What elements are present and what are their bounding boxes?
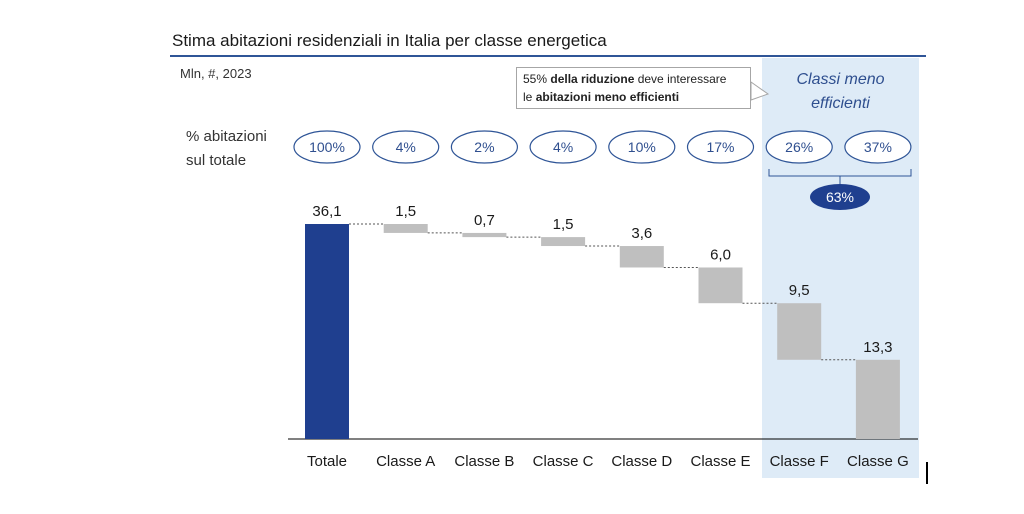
value-label: 9,5 bbox=[789, 282, 810, 299]
percent-value: 2% bbox=[474, 139, 494, 155]
value-label: 6,0 bbox=[710, 246, 731, 263]
category-label: Classe C bbox=[533, 453, 594, 470]
callout-line1: 55% della riduzione deve interessare bbox=[523, 70, 744, 88]
bar-total bbox=[305, 224, 349, 439]
value-label: 13,3 bbox=[863, 339, 892, 356]
percent-row-label: % abitazioni sul totale bbox=[186, 125, 267, 173]
percent-pill bbox=[844, 130, 912, 164]
percent-value: 100% bbox=[309, 139, 345, 155]
chart-title: Stima abitazioni residenziali in Italia … bbox=[172, 31, 607, 50]
group-total-pill bbox=[810, 184, 870, 210]
category-label: Classe A bbox=[376, 453, 435, 470]
value-label: 0,7 bbox=[474, 212, 495, 229]
callout-box: 55% della riduzione deve interessare le … bbox=[516, 67, 751, 109]
percent-value: 4% bbox=[396, 139, 416, 155]
bar-step bbox=[619, 246, 664, 268]
value-label: 1,5 bbox=[395, 203, 416, 220]
callout-bold: della riduzione bbox=[550, 72, 635, 86]
bar-step bbox=[383, 224, 428, 233]
title-rule bbox=[170, 55, 926, 57]
percent-pill bbox=[529, 130, 597, 164]
percent-row-label-line1: % abitazioni bbox=[186, 128, 267, 145]
value-label: 36,1 bbox=[312, 203, 341, 220]
callout-pointer bbox=[750, 81, 770, 101]
bar-step bbox=[855, 359, 900, 439]
value-label: 3,6 bbox=[631, 225, 652, 242]
group-total-value: 63% bbox=[826, 189, 854, 205]
category-label: Totale bbox=[307, 453, 347, 470]
bar-step bbox=[541, 237, 586, 247]
value-label: 1,5 bbox=[553, 216, 574, 233]
text-cursor-mark bbox=[926, 462, 928, 484]
category-label: Classe E bbox=[690, 453, 750, 470]
highlight-title-line1: Classi meno bbox=[796, 71, 885, 88]
percent-value: 10% bbox=[628, 139, 656, 155]
bar-step bbox=[777, 303, 822, 360]
category-label: Classe G bbox=[847, 453, 909, 470]
percent-value: 37% bbox=[864, 139, 892, 155]
bar-step bbox=[462, 232, 507, 238]
percent-pill bbox=[608, 130, 676, 164]
percent-value: 26% bbox=[785, 139, 813, 155]
group-bracket bbox=[768, 169, 912, 177]
callout-text: le bbox=[523, 90, 536, 104]
percent-pill bbox=[686, 130, 755, 164]
highlight-title: Classi meno efficienti bbox=[762, 68, 919, 116]
callout-text: 55% bbox=[523, 72, 551, 86]
units-label: Mln, #, 2023 bbox=[180, 66, 252, 81]
percent-pill bbox=[372, 130, 440, 164]
percent-value: 4% bbox=[553, 139, 573, 155]
category-label: Classe D bbox=[611, 453, 672, 470]
percent-pill bbox=[293, 130, 361, 164]
percent-row-label-line2: sul totale bbox=[186, 152, 247, 169]
percent-pill bbox=[765, 130, 833, 164]
category-label: Classe F bbox=[770, 453, 829, 470]
bar-step bbox=[698, 267, 743, 304]
callout-bold: abitazioni meno efficienti bbox=[535, 90, 680, 104]
callout-text: deve interessare bbox=[634, 72, 727, 86]
highlight-title-line2: efficienti bbox=[811, 95, 870, 112]
percent-pill bbox=[450, 130, 518, 164]
category-label: Classe B bbox=[454, 453, 514, 470]
callout-line2: le abitazioni meno efficienti bbox=[523, 88, 744, 106]
percent-value: 17% bbox=[706, 139, 734, 155]
